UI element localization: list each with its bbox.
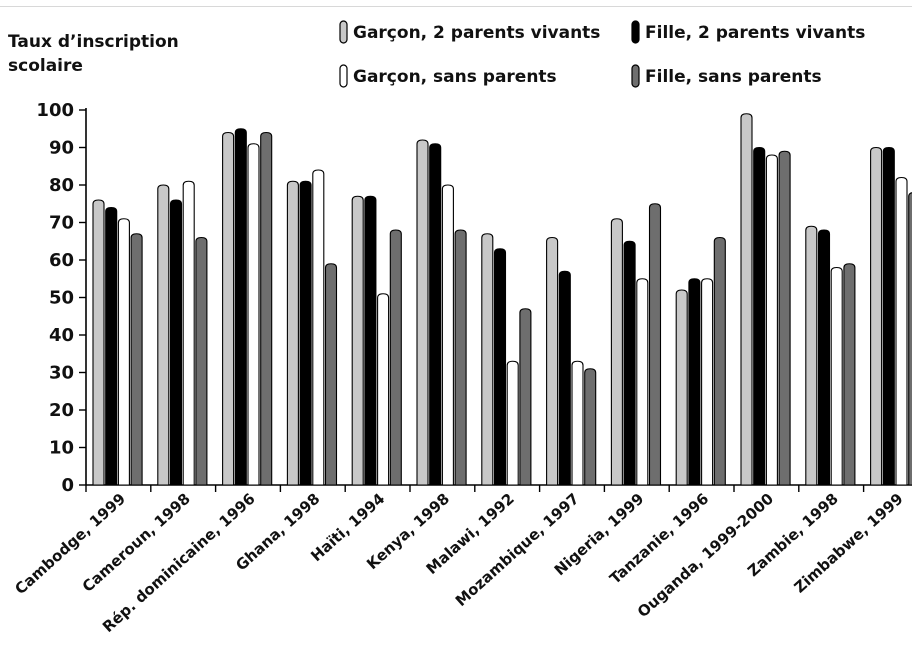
- bar: [364, 195, 377, 486]
- legend-label: Garçon, 2 parents vivants: [353, 23, 600, 43]
- bar: [157, 184, 170, 486]
- legend-swatch: [339, 20, 348, 44]
- bar: [441, 184, 454, 486]
- legend-swatch: [631, 20, 640, 44]
- top-divider: [0, 6, 912, 7]
- bar: [740, 113, 753, 486]
- bar: [571, 360, 584, 486]
- bar: [648, 203, 662, 486]
- bar: [713, 236, 726, 486]
- bar: [817, 229, 831, 486]
- bar: [895, 176, 908, 486]
- bar: [610, 218, 623, 486]
- bar: [169, 199, 183, 486]
- y-tick-label: 90: [49, 138, 74, 159]
- y-tick-label: 40: [49, 325, 74, 346]
- bar: [195, 236, 208, 486]
- bar: [584, 368, 597, 486]
- bar: [546, 236, 559, 486]
- bar: [454, 229, 467, 486]
- legend-swatch: [631, 64, 640, 88]
- bar: [519, 308, 532, 486]
- y-tick-label: 20: [49, 400, 74, 421]
- bar: [805, 225, 818, 486]
- bar: [377, 293, 390, 486]
- bar: [623, 240, 636, 486]
- y-axis-label-line-1: Taux d’inscription: [8, 32, 179, 52]
- bar: [260, 131, 273, 486]
- bar: [222, 131, 235, 486]
- y-tick-label: 80: [49, 175, 74, 196]
- bar: [130, 233, 143, 486]
- bar: [416, 139, 429, 486]
- y-tick-label: 100: [36, 100, 74, 121]
- bar: [765, 154, 778, 486]
- x-category-label: Zimbabwe, 1999: [791, 490, 907, 597]
- bar: [675, 289, 688, 486]
- bar: [105, 206, 118, 486]
- bar: [870, 146, 883, 486]
- y-axis-label-line-2: scolaire: [8, 56, 83, 76]
- bar: [92, 199, 105, 486]
- bar: [778, 150, 791, 486]
- bar: [117, 218, 130, 486]
- y-tick-label: 70: [49, 213, 74, 234]
- bar: [753, 146, 766, 486]
- bar: [312, 169, 325, 486]
- y-tick-label: 30: [49, 363, 74, 384]
- legend-label: Fille, 2 parents vivants: [645, 23, 865, 43]
- bar: [908, 192, 912, 486]
- bar: [688, 278, 701, 486]
- bar: [701, 278, 714, 486]
- bar: [286, 180, 299, 486]
- legend-label: Fille, sans parents: [645, 67, 822, 87]
- y-tick-label: 50: [49, 288, 74, 309]
- bar: [234, 128, 247, 486]
- bar: [493, 248, 507, 486]
- bar: [830, 266, 843, 486]
- y-tick-label: 60: [49, 250, 74, 271]
- x-category-label: Cameroun, 1998: [79, 490, 194, 596]
- bar: [389, 229, 402, 486]
- bar: [247, 143, 260, 486]
- x-category-label: Mozambique, 1997: [452, 490, 583, 610]
- bar: [299, 180, 312, 486]
- y-tick-label: 0: [61, 475, 74, 496]
- bar: [351, 195, 364, 486]
- bar: [882, 146, 895, 486]
- legend-label: Garçon, sans parents: [353, 67, 557, 87]
- legend-swatch: [339, 64, 348, 88]
- bar: [843, 263, 856, 486]
- bar: [636, 278, 649, 486]
- x-category-label: Cambodge, 1999: [11, 490, 129, 598]
- bar: [324, 263, 338, 486]
- bar: [481, 233, 494, 486]
- bar: [182, 180, 195, 486]
- bar: [429, 143, 442, 486]
- y-tick-label: 10: [49, 438, 74, 459]
- bar: [506, 360, 519, 486]
- y-axis-label: Taux d’inscription scolaire: [8, 30, 179, 78]
- bar: [558, 270, 571, 486]
